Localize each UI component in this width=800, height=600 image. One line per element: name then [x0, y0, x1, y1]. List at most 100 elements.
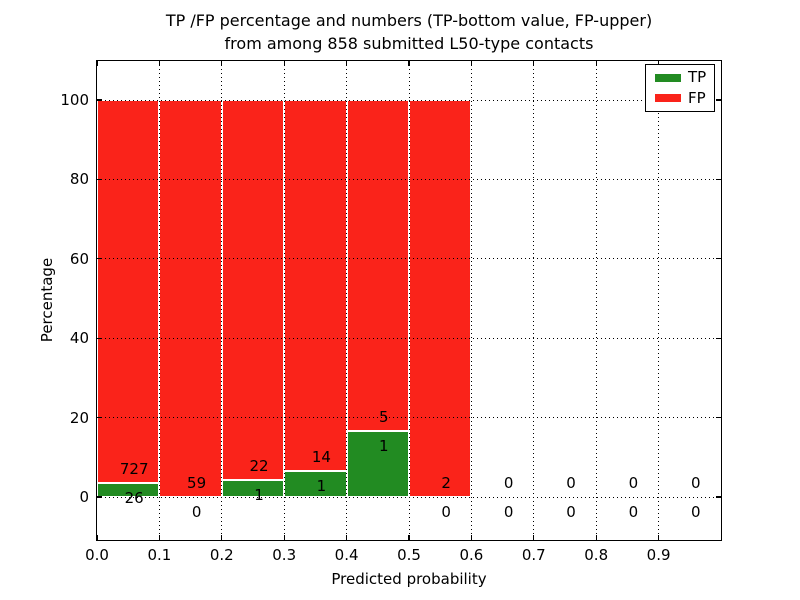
gridline-vertical [658, 61, 660, 540]
bar-fp-segment [221, 100, 285, 480]
fp-count-label: 22 [249, 456, 269, 475]
fp-count-label: 5 [379, 407, 389, 426]
fp-count-label: 727 [119, 460, 149, 479]
tp-count-label: 0 [441, 503, 451, 521]
tp-count-label: 0 [691, 503, 701, 521]
fp-color-swatch [655, 94, 681, 103]
x-tick-label: 0.6 [459, 546, 484, 564]
x-tick-label: 0.0 [85, 546, 109, 564]
x-tick-mark [96, 535, 98, 540]
y-tick-label: 100 [60, 91, 89, 109]
fp-count-label: 59 [187, 474, 207, 492]
gridline-horizontal [97, 417, 721, 419]
y-tick-mark [97, 337, 102, 339]
x-tick-mark-top [657, 61, 660, 66]
legend: TP FP [645, 64, 715, 112]
tp-count-label: 26 [124, 489, 144, 508]
legend-label-fp: FP [688, 88, 706, 107]
y-tick-label: 60 [69, 249, 89, 268]
gridline-vertical [408, 61, 410, 540]
x-tick-mark-top [96, 61, 98, 66]
x-tick-mark-top [283, 61, 285, 66]
fp-count-label: 14 [311, 447, 331, 466]
y-tick-mark [97, 258, 102, 260]
gridline-horizontal [97, 258, 721, 260]
x-tick-label: 0.1 [147, 546, 172, 564]
chart-title-line2: from among 858 submitted L50-type contac… [224, 34, 594, 53]
chart-title: TP /FP percentage and numbers (TP-bottom… [9, 9, 800, 55]
x-tick-mark [345, 535, 348, 540]
y-tick-mark [97, 496, 102, 498]
legend-label-tp: TP [688, 68, 707, 87]
fp-count-label: 0 [628, 474, 639, 492]
tp-count-label: 0 [503, 503, 514, 521]
y-tick-mark-right [716, 337, 721, 339]
tp-color-swatch [655, 73, 681, 82]
x-tick-mark [533, 535, 535, 540]
bar-fp-segment [159, 100, 222, 497]
x-tick-mark [158, 535, 161, 540]
x-tick-mark-top [470, 61, 473, 66]
x-tick-mark-top [158, 61, 161, 66]
gridline-vertical [158, 61, 160, 540]
y-tick-mark [97, 178, 102, 181]
x-tick-label: 0.4 [334, 546, 359, 564]
y-tick-label: 40 [69, 329, 89, 348]
tp-count-label: 0 [191, 503, 202, 521]
y-tick-mark-right [716, 258, 721, 260]
gridline-vertical [221, 61, 223, 540]
tp-count-label: 1 [379, 436, 389, 455]
x-tick-mark [470, 535, 473, 540]
y-tick-mark-right [716, 99, 721, 101]
y-tick-mark [97, 99, 102, 101]
fp-count-label: 0 [566, 474, 576, 492]
plot-area: 727 26 59 0 22 1 14 1 5 1 2 0 0 0 0 0 0 0 0 0 [96, 60, 722, 541]
legend-item-fp: FP [655, 88, 714, 107]
x-tick-label: 0.3 [272, 546, 297, 564]
fp-count-label: 0 [691, 474, 701, 492]
x-axis-label: Predicted probability [331, 570, 487, 588]
y-tick-label: 20 [69, 408, 89, 427]
gridline-horizontal [97, 99, 721, 101]
chart-title-line1: TP /FP percentage and numbers (TP-bottom… [165, 11, 653, 30]
fp-count-label: 0 [503, 474, 514, 492]
gridline-horizontal [97, 496, 721, 498]
fp-count-label: 2 [441, 474, 451, 492]
y-tick-mark-right [716, 416, 721, 419]
x-tick-mark [595, 535, 597, 540]
x-tick-mark [283, 535, 285, 540]
x-tick-mark [221, 535, 223, 540]
gridline-vertical [595, 61, 597, 540]
gridline-horizontal [97, 337, 721, 339]
y-tick-label: 80 [69, 170, 89, 189]
bar-fp-segment [97, 100, 160, 484]
bar-tp-segment [346, 430, 409, 497]
x-tick-mark [408, 535, 410, 540]
x-tick-label: 0.9 [646, 546, 671, 564]
gridline-vertical [470, 61, 472, 540]
tp-count-label: 1 [316, 476, 327, 495]
bar-tp-segment [284, 470, 347, 497]
gridline-horizontal [97, 178, 721, 180]
tp-count-label: 0 [628, 503, 639, 521]
x-tick-mark [657, 535, 660, 540]
bar-fp-segment [346, 100, 409, 431]
y-tick-mark-right [716, 496, 721, 498]
bar-fp-segment [284, 100, 347, 471]
x-tick-mark-top [221, 61, 223, 66]
bar-tp-segment [97, 483, 160, 497]
bar-tp-segment [221, 479, 285, 497]
y-tick-label: 0 [79, 488, 89, 506]
tp-count-label: 0 [566, 503, 576, 521]
x-tick-mark-top [408, 61, 410, 66]
gridline-vertical [283, 61, 285, 540]
gridline-vertical [533, 61, 535, 540]
y-tick-mark [97, 416, 102, 419]
x-tick-mark-top [533, 61, 535, 66]
x-tick-mark-top [345, 61, 348, 66]
gridline-vertical [346, 61, 348, 540]
x-tick-label: 0.8 [584, 546, 609, 564]
x-tick-label: 0.7 [521, 546, 546, 564]
x-tick-mark-top [595, 61, 597, 66]
